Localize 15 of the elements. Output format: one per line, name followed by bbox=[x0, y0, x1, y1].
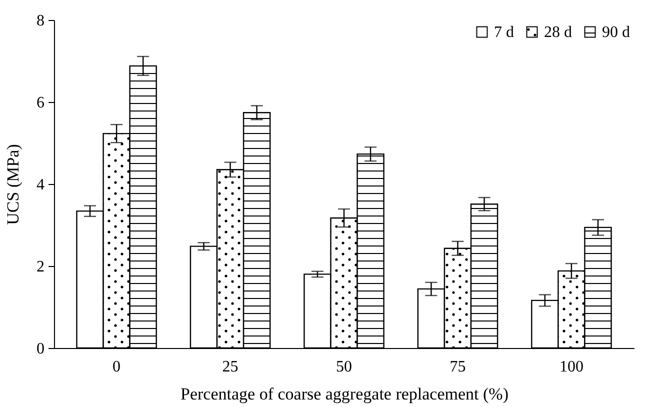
x-tick-label: 100 bbox=[559, 358, 584, 376]
legend-label: 28 d bbox=[544, 24, 572, 41]
x-tick-label: 0 bbox=[112, 358, 121, 376]
y-axis-title: UCS (MPa) bbox=[4, 144, 22, 225]
y-tick-label: 4 bbox=[36, 176, 44, 194]
legend-label: 90 d bbox=[602, 24, 630, 41]
legend-label: 7 d bbox=[494, 24, 514, 41]
x-axis-title: Percentage of coarse aggregate replacement (%) bbox=[180, 384, 508, 404]
y-tick-label: 0 bbox=[36, 340, 44, 358]
x-tick-label: 50 bbox=[336, 358, 352, 376]
x-tick-label: 25 bbox=[222, 358, 238, 376]
y-tick-label: 8 bbox=[36, 12, 44, 30]
y-tick-label: 2 bbox=[36, 258, 44, 276]
x-tick-label: 75 bbox=[450, 358, 466, 376]
y-tick-label: 6 bbox=[36, 94, 44, 112]
